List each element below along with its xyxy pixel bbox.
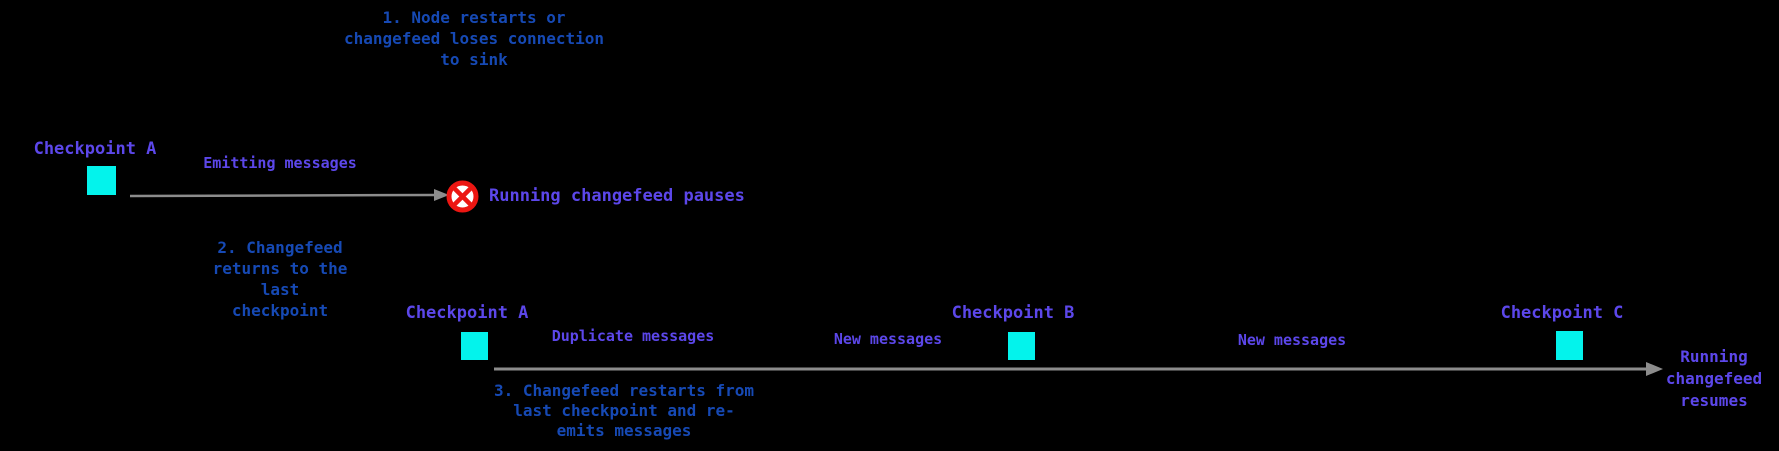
step3-note: 3. Changefeed restarts from last checkpo… — [493, 381, 755, 440]
timeline2-checkpoint-c-marker — [1556, 331, 1583, 360]
timeline2-checkpoint-b-label: Checkpoint B — [951, 303, 1075, 323]
timeline2-checkpoint-c-label: Checkpoint C — [1500, 303, 1624, 323]
step1-note: 1. Node restarts or changefeed loses con… — [343, 8, 605, 69]
timeline2-duplicate-messages-label: Duplicate messages — [551, 327, 715, 345]
timeline2-new-messages-1-label: New messages — [833, 330, 943, 348]
timeline2-arrow — [494, 362, 1663, 376]
timeline2-checkpoint-b-marker — [1008, 332, 1035, 360]
timeline1-checkpoint-a-label: Checkpoint A — [33, 139, 157, 159]
changefeed-error-icon — [446, 180, 479, 213]
timeline2-resume-label: Running changefeed resumes — [1665, 347, 1763, 410]
timeline1-arrow — [129, 189, 449, 201]
step2-note: 2. Changefeed returns to the last checkp… — [212, 238, 348, 320]
timeline2-new-messages-2-label: New messages — [1237, 331, 1347, 349]
timeline1-checkpoint-a-marker — [87, 166, 116, 195]
timeline2-checkpoint-a-label: Checkpoint A — [405, 303, 529, 323]
timeline2-checkpoint-a-marker — [461, 332, 488, 360]
timeline1-pause-label: Running changefeed pauses — [489, 186, 745, 206]
timeline1-emitting-messages-label: Emitting messages — [203, 154, 357, 172]
